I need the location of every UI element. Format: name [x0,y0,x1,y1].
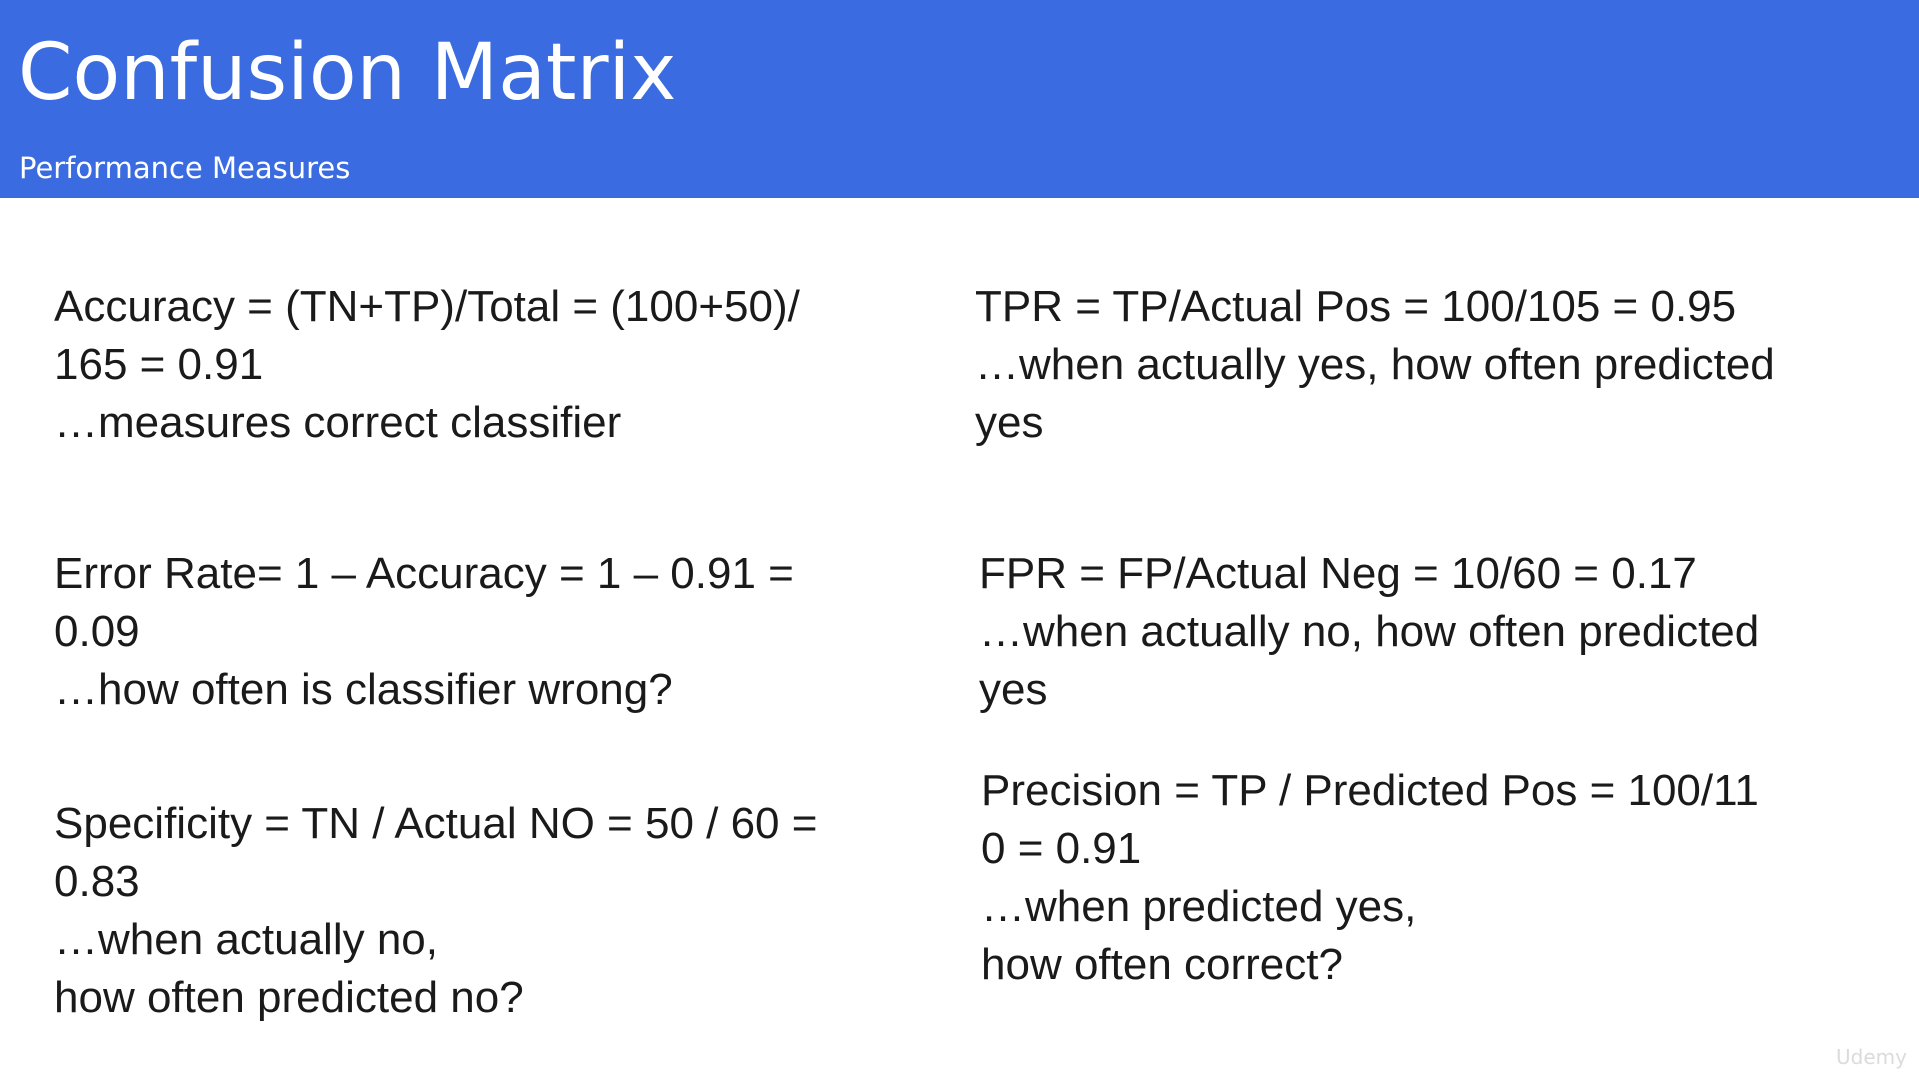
fpr-description-line-2: yes [979,665,1048,714]
fpr-formula: FPR = FP/Actual Neg = 10/60 = 0.17 [979,549,1697,598]
accuracy-description: …measures correct classifier [54,398,622,447]
slide-subtitle: Performance Measures [19,151,351,185]
precision-formula-line-2: 0 = 0.91 [981,824,1142,873]
fpr-description-line-1: …when actually no, how often predicted [979,607,1760,656]
tpr-formula: TPR = TP/Actual Pos = 100/105 = 0.95 [975,282,1737,331]
specificity-block: Specificity = TN / Actual NO = 50 / 60 =… [54,795,817,1027]
precision-description-line-1: …when predicted yes, [981,882,1417,931]
precision-block: Precision = TP / Predicted Pos = 100/11 … [981,762,1759,994]
slide-title: Confusion Matrix [18,28,677,118]
tpr-description-line-1: …when actually yes, how often predicted [975,340,1775,389]
specificity-description-line-1: …when actually no, [54,915,438,964]
tpr-block: TPR = TP/Actual Pos = 100/105 = 0.95 …wh… [975,278,1775,452]
error-rate-formula-line-1: Error Rate= 1 – Accuracy = 1 – 0.91 = [54,549,794,598]
accuracy-block: Accuracy = (TN+TP)/Total = (100+50)/ 165… [54,278,800,452]
title-banner: Confusion Matrix Performance Measures [0,0,1919,198]
accuracy-formula-line-2: 165 = 0.91 [54,340,264,389]
fpr-block: FPR = FP/Actual Neg = 10/60 = 0.17 …when… [979,545,1759,719]
error-rate-description: …how often is classifier wrong? [54,665,673,714]
error-rate-formula-line-2: 0.09 [54,607,140,656]
error-rate-block: Error Rate= 1 – Accuracy = 1 – 0.91 = 0.… [54,545,794,719]
precision-description-line-2: how often correct? [981,940,1343,989]
udemy-watermark: Udemy [1836,1045,1907,1069]
accuracy-formula-line-1: Accuracy = (TN+TP)/Total = (100+50)/ [54,282,800,331]
tpr-description-line-2: yes [975,398,1044,447]
specificity-formula-line-1: Specificity = TN / Actual NO = 50 / 60 = [54,799,818,848]
specificity-formula-line-2: 0.83 [54,857,140,906]
specificity-description-line-2: how often predicted no? [54,973,524,1022]
precision-formula-line-1: Precision = TP / Predicted Pos = 100/11 [981,766,1759,815]
